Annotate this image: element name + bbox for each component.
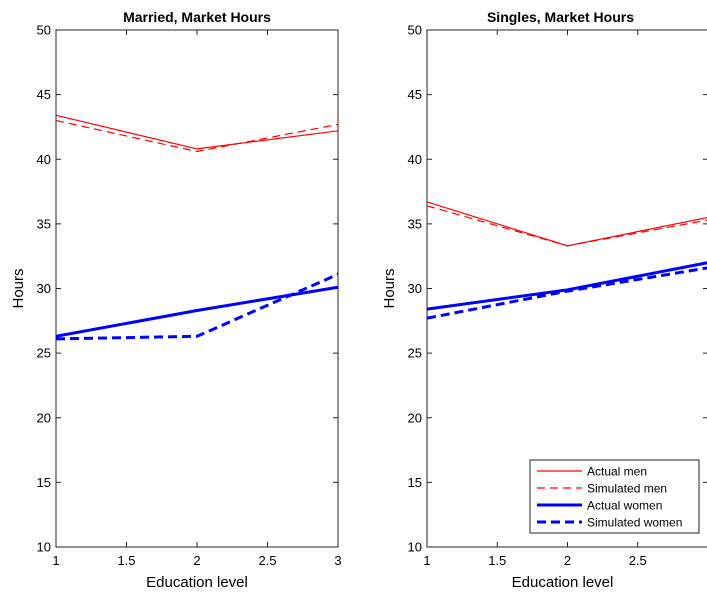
x-axis-label: Education level [512,574,614,591]
y-tick-label: 20 [408,410,422,425]
y-tick-label: 35 [408,216,422,231]
legend-label: Simulated men [587,482,667,496]
y-tick-label: 30 [37,281,51,296]
series-line-actual-men [56,114,338,150]
y-tick-label: 25 [408,346,422,361]
legend-label: Actual men [587,465,647,479]
series-group [56,114,338,341]
x-tick-label: 1 [423,553,430,568]
series-group [427,201,707,320]
series-line-simulated-women [427,266,707,320]
legend-label: Actual women [587,499,662,513]
chart-title: Married, Market Hours [123,9,271,25]
series-line-actual-women [427,261,707,311]
y-axis-label: Hours [10,268,27,308]
x-tick-label: 1.5 [488,553,506,568]
chart-panel-1: 10 15 20 25 30 35 40 45 50 1 1.5 2 2.5 Singles, Marke… [381,9,707,591]
y-tick-label: 25 [37,346,51,361]
x-tick-label: 2 [193,553,200,568]
series-line-simulated-men [56,119,338,153]
y-tick-label: 50 [37,23,51,38]
x-tick-label: 1 [52,553,59,568]
legend-label: Simulated women [587,516,682,530]
x-tick-label: 2.5 [629,553,647,568]
series-line-simulated-men [427,205,707,247]
x-tick-label: 3 [334,553,341,568]
y-tick-label: 15 [37,475,51,490]
y-tick-label: 10 [37,540,51,555]
y-tick-label: 45 [37,87,51,102]
series-line-simulated-women [56,272,338,341]
x-tick-label: 2.5 [258,553,276,568]
x-tick-label: 1.5 [117,553,135,568]
y-tick-label: 35 [37,216,51,231]
x-tick-label: 2 [564,553,571,568]
x-axis-label: Education level [146,574,248,591]
series-line-actual-men [427,201,707,247]
plot-box [55,29,339,548]
y-tick-label: 20 [37,410,51,425]
y-tick-label: 15 [408,475,422,490]
series-line-actual-women [56,285,338,338]
y-tick-label: 30 [408,281,422,296]
legend: Actual men Simulated men Actual women Simul… [529,459,700,534]
chart-title: Singles, Market Hours [487,9,634,25]
y-tick-label: 50 [408,23,422,38]
y-tick-label: 40 [37,152,51,167]
y-tick-label: 40 [408,152,422,167]
y-tick-label: 45 [408,87,422,102]
y-axis-label: Hours [381,268,398,308]
y-tick-label: 10 [408,540,422,555]
chart-panel-0: 10 15 20 25 30 35 40 45 50 1 1.5 2 2.5 3 Married, Mark… [10,9,342,591]
